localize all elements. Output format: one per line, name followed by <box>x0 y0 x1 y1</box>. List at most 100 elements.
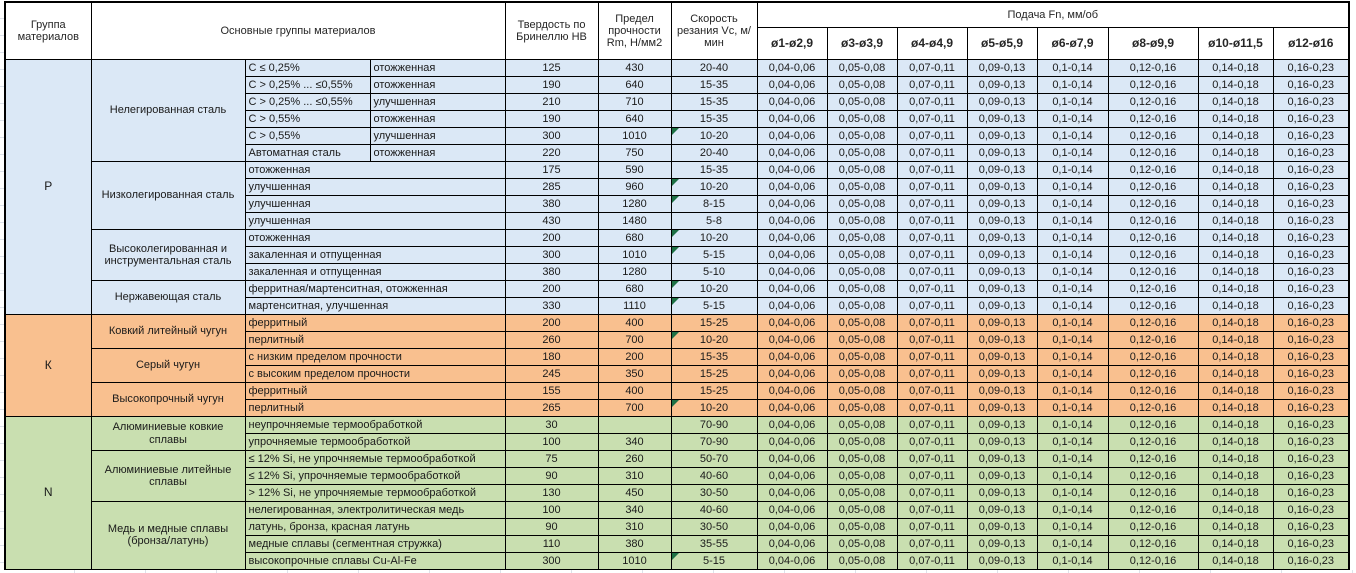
cell-hardness-hb[interactable]: 75 <box>504 450 599 468</box>
cell-feed[interactable]: 0,07-0,11 <box>896 93 968 111</box>
cell-feed[interactable]: 0,05-0,08 <box>826 195 898 213</box>
cell-feed[interactable]: 0,12-0,16 <box>1107 416 1199 434</box>
cell-feed[interactable]: 0,04-0,06 <box>756 110 828 128</box>
cell-feed[interactable]: 0,14-0,18 <box>1197 467 1274 485</box>
cell-feed[interactable]: 0,14-0,18 <box>1197 314 1274 332</box>
cell-feed[interactable]: 0,16-0,23 <box>1272 382 1350 400</box>
cell-material-description[interactable]: нелегированная, электролитическая медь <box>244 501 506 519</box>
cell-feed[interactable]: 0,16-0,23 <box>1272 416 1350 434</box>
cell-feed[interactable]: 0,05-0,08 <box>826 348 898 366</box>
cell-feed[interactable]: 0,14-0,18 <box>1197 144 1274 162</box>
cell-feed[interactable]: 0,05-0,08 <box>826 518 898 536</box>
cell-feed[interactable]: 0,1-0,14 <box>1036 110 1109 128</box>
cell-feed[interactable]: 0,04-0,06 <box>756 93 828 111</box>
cell-strength-rm[interactable]: 1010 <box>597 552 672 570</box>
cell-condition[interactable]: отожженная <box>369 59 506 77</box>
cell-feed[interactable]: 0,16-0,23 <box>1272 314 1350 332</box>
cell-strength-rm[interactable]: 590 <box>597 161 672 179</box>
cell-feed[interactable]: 0,16-0,23 <box>1272 161 1350 179</box>
cell-feed[interactable]: 0,09-0,13 <box>966 263 1038 281</box>
cell-feed[interactable]: 0,16-0,23 <box>1272 127 1350 145</box>
cell-hardness-hb[interactable]: 100 <box>504 501 599 519</box>
cell-feed[interactable]: 0,07-0,11 <box>896 484 968 502</box>
cell-feed[interactable]: 0,05-0,08 <box>826 416 898 434</box>
header-material-group[interactable]: Группа материалов <box>4 1 92 60</box>
cell-strength-rm[interactable]: 400 <box>597 314 672 332</box>
cell-feed[interactable]: 0,09-0,13 <box>966 467 1038 485</box>
cell-feed[interactable]: 0,16-0,23 <box>1272 467 1350 485</box>
cell-feed[interactable]: 0,16-0,23 <box>1272 433 1350 451</box>
cell-feed[interactable]: 0,1-0,14 <box>1036 467 1109 485</box>
cell-cutting-speed-vc[interactable]: 40-60 <box>670 467 758 485</box>
cell-feed[interactable]: 0,07-0,11 <box>896 127 968 145</box>
cell-cutting-speed-vc[interactable]: 10-20 <box>670 399 758 417</box>
cell-feed[interactable]: 0,09-0,13 <box>966 144 1038 162</box>
cell-feed[interactable]: 0,04-0,06 <box>756 280 828 298</box>
cell-feed[interactable]: 0,09-0,13 <box>966 297 1038 315</box>
cell-strength-rm[interactable]: 400 <box>597 382 672 400</box>
cell-hardness-hb[interactable]: 220 <box>504 144 599 162</box>
cell-strength-rm[interactable] <box>597 416 672 434</box>
cell-feed[interactable]: 0,07-0,11 <box>896 59 968 77</box>
cell-feed[interactable]: 0,14-0,18 <box>1197 399 1274 417</box>
cell-feed[interactable]: 0,14-0,18 <box>1197 93 1274 111</box>
cell-feed[interactable]: 0,16-0,23 <box>1272 552 1350 570</box>
cell-feed[interactable]: 0,07-0,11 <box>896 144 968 162</box>
header-cutting-speed[interactable]: Скорость резания Vc, м/мин <box>670 1 758 60</box>
cell-feed[interactable]: 0,07-0,11 <box>896 501 968 519</box>
cell-feed[interactable]: 0,14-0,18 <box>1197 365 1274 383</box>
cell-condition[interactable]: отожженная <box>369 76 506 94</box>
cell-cutting-speed-vc[interactable]: 15-35 <box>670 161 758 179</box>
cell-feed[interactable]: 0,04-0,06 <box>756 416 828 434</box>
cell-cutting-speed-vc[interactable]: 20-40 <box>670 144 758 162</box>
cell-feed[interactable]: 0,04-0,06 <box>756 382 828 400</box>
cell-feed[interactable]: 0,14-0,18 <box>1197 331 1274 349</box>
cell-feed[interactable]: 0,12-0,16 <box>1107 518 1199 536</box>
cell-material-description[interactable]: перлитный <box>244 399 506 417</box>
family-cell[interactable]: Алюминиевые ковкие сплавы <box>90 416 246 451</box>
cell-feed[interactable]: 0,04-0,06 <box>756 450 828 468</box>
cell-material-description[interactable]: улучшенная <box>244 195 506 213</box>
cell-feed[interactable]: 0,14-0,18 <box>1197 382 1274 400</box>
cell-cutting-speed-vc[interactable]: 70-90 <box>670 416 758 434</box>
cell-feed[interactable]: 0,05-0,08 <box>826 331 898 349</box>
cell-material-description[interactable]: отожженная <box>244 161 506 179</box>
cell-feed[interactable]: 0,07-0,11 <box>896 229 968 247</box>
cell-feed[interactable]: 0,05-0,08 <box>826 161 898 179</box>
group-cell[interactable]: P <box>4 59 92 315</box>
header-feed-d4[interactable]: ø5-ø5,9 <box>966 27 1038 60</box>
cell-feed[interactable]: 0,07-0,11 <box>896 382 968 400</box>
cell-feed[interactable]: 0,1-0,14 <box>1036 416 1109 434</box>
cell-feed[interactable]: 0,04-0,06 <box>756 161 828 179</box>
cell-cutting-speed-vc[interactable]: 20-40 <box>670 59 758 77</box>
cell-feed[interactable]: 0,12-0,16 <box>1107 280 1199 298</box>
cell-feed[interactable]: 0,09-0,13 <box>966 399 1038 417</box>
cell-feed[interactable]: 0,12-0,16 <box>1107 195 1199 213</box>
cell-feed[interactable]: 0,16-0,23 <box>1272 212 1350 230</box>
cell-hardness-hb[interactable]: 175 <box>504 161 599 179</box>
cell-material-description[interactable]: закаленная и отпущенная <box>244 246 506 264</box>
cell-feed[interactable]: 0,04-0,06 <box>756 195 828 213</box>
cell-feed[interactable]: 0,14-0,18 <box>1197 433 1274 451</box>
cell-feed[interactable]: 0,14-0,18 <box>1197 263 1274 281</box>
cell-feed[interactable]: 0,05-0,08 <box>826 144 898 162</box>
cell-feed[interactable]: 0,09-0,13 <box>966 229 1038 247</box>
cell-feed[interactable]: 0,14-0,18 <box>1197 297 1274 315</box>
cell-feed[interactable]: 0,05-0,08 <box>826 314 898 332</box>
cell-feed[interactable]: 0,04-0,06 <box>756 467 828 485</box>
cell-feed[interactable]: 0,12-0,16 <box>1107 59 1199 77</box>
cell-hardness-hb[interactable]: 260 <box>504 331 599 349</box>
cell-feed[interactable]: 0,09-0,13 <box>966 76 1038 94</box>
cell-strength-rm[interactable]: 640 <box>597 110 672 128</box>
cell-feed[interactable]: 0,16-0,23 <box>1272 501 1350 519</box>
header-feed-d8[interactable]: ø12-ø16 <box>1272 27 1350 60</box>
cell-feed[interactable]: 0,1-0,14 <box>1036 76 1109 94</box>
cell-hardness-hb[interactable]: 90 <box>504 467 599 485</box>
cell-feed[interactable]: 0,05-0,08 <box>826 93 898 111</box>
cell-feed[interactable]: 0,12-0,16 <box>1107 365 1199 383</box>
cell-feed[interactable]: 0,1-0,14 <box>1036 518 1109 536</box>
cell-feed[interactable]: 0,05-0,08 <box>826 110 898 128</box>
cell-feed[interactable]: 0,04-0,06 <box>756 297 828 315</box>
cell-strength-rm[interactable]: 680 <box>597 229 672 247</box>
cell-feed[interactable]: 0,12-0,16 <box>1107 297 1199 315</box>
